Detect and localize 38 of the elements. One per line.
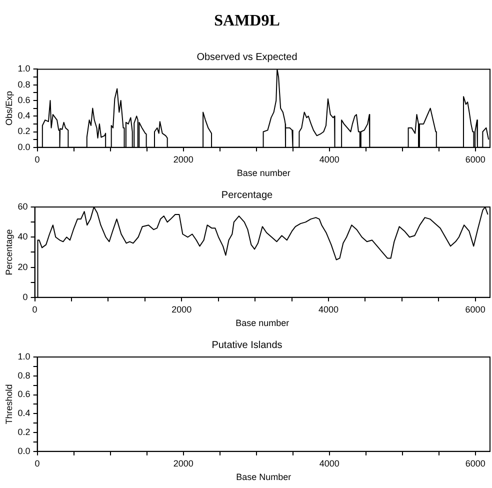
x-tick-label: 4000 xyxy=(319,458,340,468)
y-tick-label: 0.4 xyxy=(18,110,30,121)
x-tick-label: 0 xyxy=(32,304,38,314)
y-tick-label: 1.0 xyxy=(18,64,30,74)
y-tick-label: 0.0 xyxy=(18,142,30,152)
x-tick-label: 6000 xyxy=(465,458,486,468)
x-axis-title: Base number xyxy=(236,168,290,178)
y-tick-label: 0.6 xyxy=(18,94,30,105)
x-tick-label: 2000 xyxy=(172,304,192,314)
x-axis-title: Base Number xyxy=(236,472,292,482)
y-tick-label: 0 xyxy=(22,292,28,302)
y-tick-label: 0.8 xyxy=(18,370,30,380)
y-tick-label: 20 xyxy=(18,262,28,272)
y-tick-label: 0.0 xyxy=(18,446,30,456)
x-tick-label: 0 xyxy=(34,458,40,468)
y-axis-title: Threshold xyxy=(4,384,14,424)
y-tick-label: 0.8 xyxy=(18,79,30,90)
x-tick-label: 4000 xyxy=(319,154,340,164)
y-tick-label: 0.4 xyxy=(18,408,30,418)
chart-title: Putative Islands xyxy=(212,340,282,351)
chart-title: Percentage xyxy=(221,190,274,201)
x-tick-label: 2000 xyxy=(173,458,194,468)
x-axis-title: Base number xyxy=(236,318,290,328)
x-tick-label: 0 xyxy=(34,154,40,164)
x-tick-label: 2000 xyxy=(173,154,194,164)
chart-subtitle: Observed vs Expected xyxy=(196,52,298,63)
x-tick-label: 4000 xyxy=(318,304,338,314)
y-axis-title: Obs/Exp xyxy=(4,91,14,126)
y-tick-label: 1.0 xyxy=(18,351,30,362)
y-tick-label: 0.6 xyxy=(18,389,30,400)
y-tick-label: 60 xyxy=(18,201,28,212)
y-tick-label: 0.2 xyxy=(18,427,30,438)
y-tick-label: 40 xyxy=(18,232,28,242)
y-axis-title: Percentage xyxy=(4,229,14,276)
chart-title: SAMD9L xyxy=(214,12,280,30)
x-tick-label: 6000 xyxy=(465,154,486,164)
y-tick-label: 0.2 xyxy=(18,126,30,136)
x-tick-label: 6000 xyxy=(465,304,486,314)
